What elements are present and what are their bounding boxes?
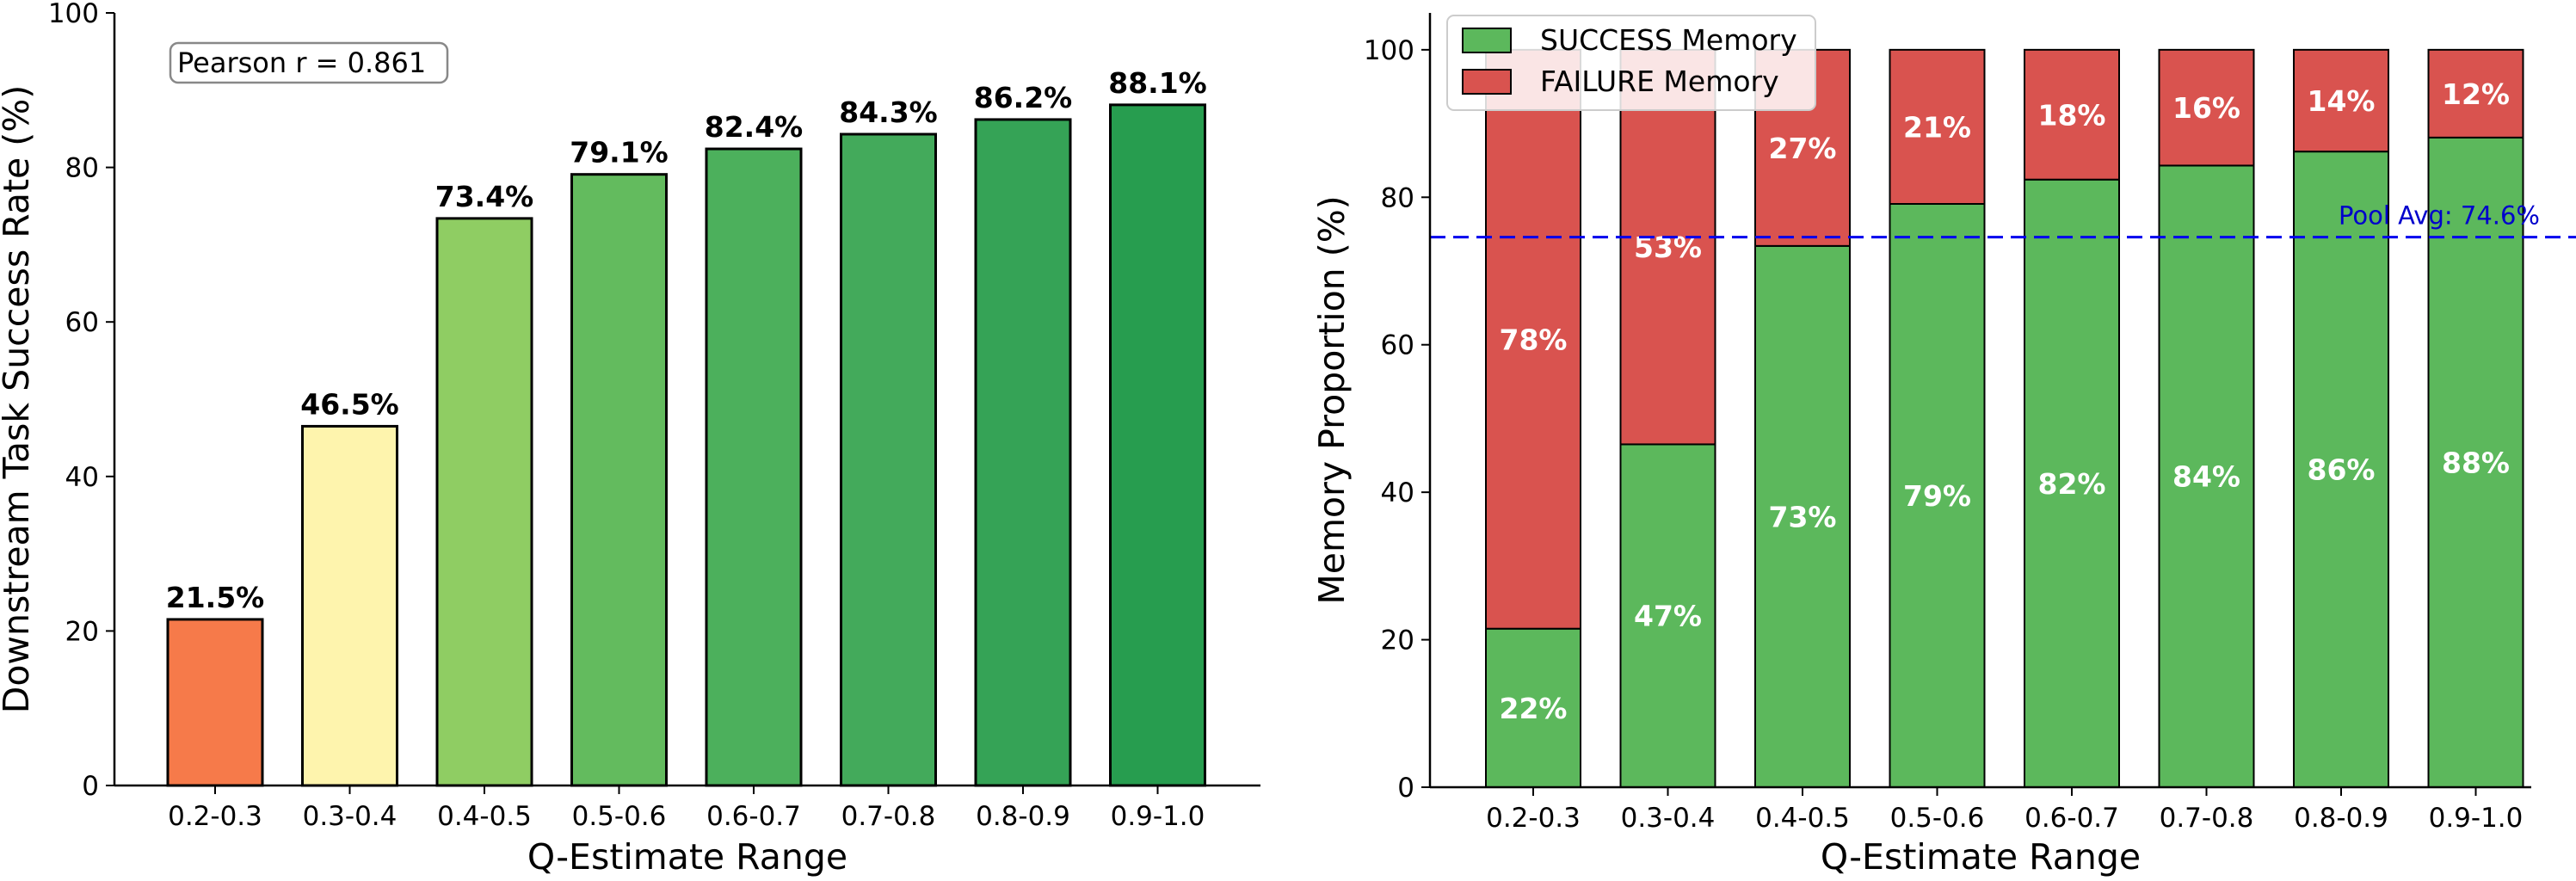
x-axis-title: Q-Estimate Range xyxy=(1821,836,2141,878)
bar-value-label: 86.2% xyxy=(974,81,1073,114)
x-tick-label: 0.2-0.3 xyxy=(1486,803,1581,834)
success-value-label: 73% xyxy=(1769,500,1837,533)
success-value-label: 47% xyxy=(1634,600,1702,633)
legend-label-success: SUCCESS Memory xyxy=(1540,23,1797,57)
success-bar-0.4-0.5 xyxy=(1754,244,1851,789)
bar-0.9-1.0 xyxy=(1109,103,1206,787)
y-tick-label: 0 xyxy=(1397,773,1414,804)
bar-0.6-0.7 xyxy=(705,147,803,787)
failure-value-label: 78% xyxy=(1500,323,1568,356)
success-bar-0.9-1.0 xyxy=(2427,136,2524,789)
bar-value-label: 84.3% xyxy=(839,95,938,129)
x-tick-label: 0.4-0.5 xyxy=(437,801,532,832)
x-axis-title: Q-Estimate Range xyxy=(527,836,847,878)
bar-0.5-0.6 xyxy=(570,173,668,787)
success-bar-0.6-0.7 xyxy=(2024,178,2120,788)
success-bar-0.5-0.6 xyxy=(1889,203,1986,788)
bar-value-label: 46.5% xyxy=(300,387,399,421)
y-tick-label: 100 xyxy=(1364,35,1414,66)
legend-swatch-failure xyxy=(1462,69,1512,95)
y-tick-label: 80 xyxy=(65,153,99,184)
bar-0.2-0.3 xyxy=(166,618,264,787)
bar-0.3-0.4 xyxy=(301,424,398,787)
x-tick-label: 0.5-0.6 xyxy=(1890,803,1985,834)
x-tick-label: 0.9-1.0 xyxy=(2429,803,2524,834)
failure-value-label: 53% xyxy=(1634,231,1702,264)
y-tick-label: 40 xyxy=(1381,477,1414,508)
x-tick-label: 0.6-0.7 xyxy=(2024,803,2119,834)
x-tick-label: 0.3-0.4 xyxy=(1621,803,1716,834)
failure-bar-0.9-1.0 xyxy=(2427,48,2524,139)
x-tick-label: 0.4-0.5 xyxy=(1755,803,1850,834)
y-tick-label: 100 xyxy=(48,0,99,29)
bar-0.4-0.5 xyxy=(435,217,533,787)
y-tick-label: 40 xyxy=(65,462,99,493)
failure-bar-0.8-0.9 xyxy=(2293,48,2389,153)
legend-label-failure: FAILURE Memory xyxy=(1540,65,1779,98)
failure-bar-0.2-0.3 xyxy=(1485,48,1581,630)
failure-bar-0.3-0.4 xyxy=(1619,48,1716,446)
y-tick-label: 20 xyxy=(1381,625,1414,656)
failure-value-label: 12% xyxy=(2442,77,2510,111)
annotation-box xyxy=(169,41,449,84)
bar-value-label: 88.1% xyxy=(1108,66,1207,100)
y-tick-label: 60 xyxy=(1381,330,1414,361)
bar-value-label: 73.4% xyxy=(435,180,534,213)
x-tick-label: 0.8-0.9 xyxy=(976,801,1070,832)
x-tick-label: 0.8-0.9 xyxy=(2294,803,2388,834)
x-tick-label: 0.2-0.3 xyxy=(168,801,262,832)
success-value-label: 82% xyxy=(2038,467,2106,501)
x-tick-label: 0.6-0.7 xyxy=(706,801,801,832)
y-axis-title: Downstream Task Success Rate (%) xyxy=(0,85,37,713)
failure-bar-0.6-0.7 xyxy=(2024,48,2120,181)
failure-bar-0.5-0.6 xyxy=(1889,48,1986,205)
pearson-annotation: Pearson r = 0.861 xyxy=(169,41,449,84)
success-bar-0.3-0.4 xyxy=(1619,443,1716,789)
x-tick-label: 0.9-1.0 xyxy=(1111,801,1205,832)
bar-0.8-0.9 xyxy=(974,118,1072,787)
right-chart-memory-proportion: 22% 78% 0.2-0.3 47% 53% 0.3-0.4 73% 27% 0.4-0.5 7… xyxy=(1311,13,2576,878)
left-chart-success-rate: 21.5% 0.2-0.3 46.5% 0.3-0.4 73.4% 0.4-0.5 79.1… xyxy=(0,0,1260,878)
failure-value-label: 16% xyxy=(2172,91,2240,125)
legend-swatch-success xyxy=(1462,28,1512,53)
success-value-label: 79% xyxy=(1903,479,1971,513)
legend-box xyxy=(1446,15,1816,111)
success-value-label: 86% xyxy=(2308,453,2376,487)
y-tick-label: 20 xyxy=(65,616,99,647)
y-tick-label: 0 xyxy=(82,771,99,802)
bar-0.7-0.8 xyxy=(840,132,937,787)
y-tick-label: 60 xyxy=(65,307,99,338)
x-tick-label: 0.7-0.8 xyxy=(2160,803,2254,834)
bar-value-label: 21.5% xyxy=(166,581,265,614)
x-tick-label: 0.3-0.4 xyxy=(303,801,397,832)
annotation-text: Pearson r = 0.861 xyxy=(177,46,426,79)
x-tick-label: 0.5-0.6 xyxy=(572,801,667,832)
failure-value-label: 14% xyxy=(2308,84,2376,118)
legend: SUCCESS Memory FAILURE Memory xyxy=(1446,15,1816,111)
success-value-label: 22% xyxy=(1500,692,1568,725)
success-value-label: 84% xyxy=(2172,460,2240,494)
pool-average-label: Pool Avg: 74.6% xyxy=(2339,201,2540,231)
bar-value-label: 82.4% xyxy=(705,110,804,144)
bar-value-label: 79.1% xyxy=(570,136,669,169)
failure-bar-0.7-0.8 xyxy=(2158,48,2255,167)
y-tick-label: 80 xyxy=(1381,182,1414,213)
y-axis-title: Memory Proportion (%) xyxy=(1311,195,1353,604)
success-bar-0.8-0.9 xyxy=(2293,151,2389,788)
success-value-label: 88% xyxy=(2442,446,2510,479)
failure-value-label: 27% xyxy=(1769,132,1837,165)
x-tick-label: 0.7-0.8 xyxy=(841,801,936,832)
failure-value-label: 18% xyxy=(2038,98,2106,132)
failure-value-label: 21% xyxy=(1903,110,1971,144)
